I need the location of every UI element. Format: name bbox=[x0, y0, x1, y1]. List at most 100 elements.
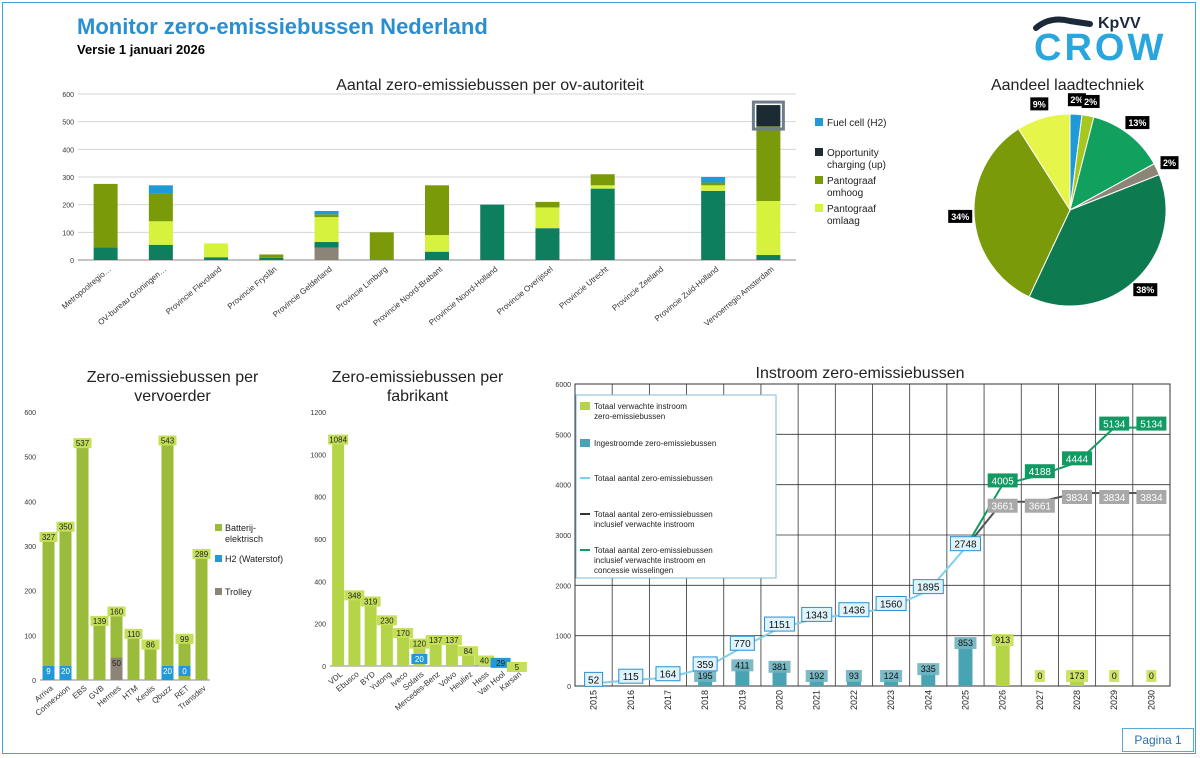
logo-small-text: KpVV bbox=[1098, 15, 1141, 32]
authority-bar-segment bbox=[535, 228, 560, 260]
vervoerder-value-label: 110 bbox=[127, 630, 140, 639]
instroom-bar-label-box bbox=[991, 634, 1014, 647]
authority-bar-segment bbox=[756, 255, 781, 260]
instroom-legend-box bbox=[575, 394, 777, 579]
instroom-legend-label: Totaal aantal zero-emissiebussen bbox=[594, 474, 713, 483]
fabrikant-extra-label: 20 bbox=[415, 655, 424, 664]
authority-bar-segment bbox=[259, 257, 284, 260]
instroom-bar-label-box bbox=[917, 663, 940, 676]
instroom-totaal-label-box bbox=[729, 635, 755, 651]
instroom-bar-label: 93 bbox=[849, 671, 859, 681]
authority-legend-label: charging (up) bbox=[827, 160, 886, 171]
authority-legend-label: Pantograaf bbox=[827, 204, 876, 215]
vervoerder-y-tick: 100 bbox=[24, 633, 36, 640]
instroom-x-label: 2023 bbox=[886, 690, 896, 710]
instroom-inclusief-label-box bbox=[1062, 490, 1093, 505]
instroom-bar-label: 173 bbox=[1070, 671, 1085, 681]
vervoerder-h2-bar bbox=[42, 675, 55, 680]
instroom-bar-label: 411 bbox=[735, 660, 749, 670]
vervoerder-legend-label: elektrisch bbox=[225, 534, 263, 544]
instroom-concessie-label-box bbox=[1136, 416, 1167, 431]
instroom-totaal-label-box bbox=[584, 671, 604, 687]
instroom-y-tick: 5000 bbox=[555, 432, 571, 439]
vervoerder-bar bbox=[42, 533, 55, 680]
instroom-bar-label-box bbox=[694, 670, 717, 682]
fabrikant-bar bbox=[397, 630, 410, 666]
authority-bar-segment bbox=[314, 247, 339, 260]
instroom-totaal-label: 1151 bbox=[769, 620, 791, 631]
authority-y-tick: 300 bbox=[62, 175, 74, 182]
fabrikant-y-tick: 400 bbox=[314, 579, 326, 586]
vervoerder-bar bbox=[59, 523, 72, 680]
instroom-legend-swatch bbox=[580, 402, 590, 410]
instroom-x-label: 2030 bbox=[1146, 690, 1156, 710]
authority-bar-segment bbox=[480, 204, 505, 260]
authority-legend-label: Fuel cell (H2) bbox=[827, 118, 886, 129]
chart-title-vervoerder: Zero-emissiebussen per vervoerder bbox=[86, 369, 259, 405]
fabrikant-label-box bbox=[458, 646, 479, 657]
authority-bar-segment bbox=[148, 244, 173, 260]
vervoerder-bar bbox=[93, 617, 106, 680]
fabrikant-label-box bbox=[425, 635, 446, 646]
fabrikant-value-label: 137 bbox=[429, 636, 443, 645]
logo-swoosh bbox=[1033, 16, 1093, 31]
authority-legend-swatch bbox=[815, 148, 823, 156]
instroom-bar-label-box bbox=[1034, 670, 1045, 682]
fabrikant-extra-label-box bbox=[411, 654, 428, 664]
instroom-bar-label: 124 bbox=[884, 671, 899, 681]
vervoerder-h2-label-box bbox=[59, 666, 72, 676]
instroom-concessie-label: 4005 bbox=[992, 476, 1015, 487]
vervoerder-label-box bbox=[56, 521, 75, 532]
fabrikant-label-box bbox=[506, 662, 527, 672]
authority-bar-segment bbox=[425, 235, 449, 252]
chart-title-laadtechniek: Aandeel laadtechniek bbox=[990, 77, 1144, 94]
instroom-totaal-label-box bbox=[912, 579, 944, 595]
instroom-totaal-label-box bbox=[801, 606, 833, 622]
authority-bar-segment bbox=[93, 183, 118, 248]
vervoerder-value-label: 99 bbox=[180, 635, 189, 644]
authority-bar-segment bbox=[756, 126, 781, 202]
authority-legend-label: omhoog bbox=[827, 188, 863, 199]
instroom-inclusief-label: 3834 bbox=[1103, 493, 1126, 504]
fabrikant-value-label: 319 bbox=[364, 597, 378, 606]
instroom-legend-swatch bbox=[580, 439, 590, 447]
instroom-x-label: 2026 bbox=[998, 690, 1008, 710]
instroom-bar-ingestroomd bbox=[958, 643, 973, 686]
instroom-x-label: 2021 bbox=[812, 690, 822, 710]
instroom-bar-label: 0 bbox=[1149, 671, 1154, 681]
pie-label: 38% bbox=[1136, 285, 1154, 295]
instroom-bar-verwacht bbox=[995, 640, 1010, 686]
vervoerder-h2-label: 9 bbox=[46, 667, 51, 676]
authority-bar-segment bbox=[756, 201, 781, 256]
authority-bar-segment bbox=[148, 221, 173, 245]
fabrikant-label-box bbox=[344, 590, 365, 601]
page-subtitle: Versie 1 januari 2026 bbox=[77, 42, 205, 57]
page-number-button[interactable]: Pagina 1 bbox=[1122, 728, 1194, 752]
authority-legend-swatch bbox=[815, 176, 823, 184]
instroom-x-label: 2028 bbox=[1072, 690, 1082, 710]
instroom-totaal-label-box bbox=[949, 536, 981, 552]
instroom-totaal-label: 1436 bbox=[843, 606, 866, 617]
instroom-y-tick: 3000 bbox=[555, 533, 571, 540]
vervoerder-bar bbox=[76, 440, 89, 680]
fabrikant-value-label: 230 bbox=[380, 616, 394, 625]
vervoerder-y-tick: 500 bbox=[24, 455, 36, 462]
authority-bar-segment bbox=[756, 105, 781, 127]
instroom-legend-label: inclusief verwachte instroom en bbox=[594, 556, 706, 565]
instroom-bar-label: 195 bbox=[698, 671, 713, 681]
instroom-bar-label-box bbox=[805, 670, 828, 682]
vervoerder-y-tick: 200 bbox=[24, 589, 36, 596]
instroom-x-label: 2029 bbox=[1109, 690, 1119, 710]
pie-label-box bbox=[1125, 116, 1150, 130]
authority-bar-segment bbox=[535, 207, 560, 229]
authority-bar-segment bbox=[425, 185, 449, 236]
authority-bar-segment bbox=[314, 214, 339, 218]
authority-bar-segment bbox=[259, 254, 284, 258]
authority-bar-segment bbox=[314, 211, 339, 215]
instroom-totaal-label-box bbox=[875, 595, 907, 611]
fabrikant-label-box bbox=[409, 638, 430, 649]
instroom-bar-label: 192 bbox=[809, 671, 824, 681]
